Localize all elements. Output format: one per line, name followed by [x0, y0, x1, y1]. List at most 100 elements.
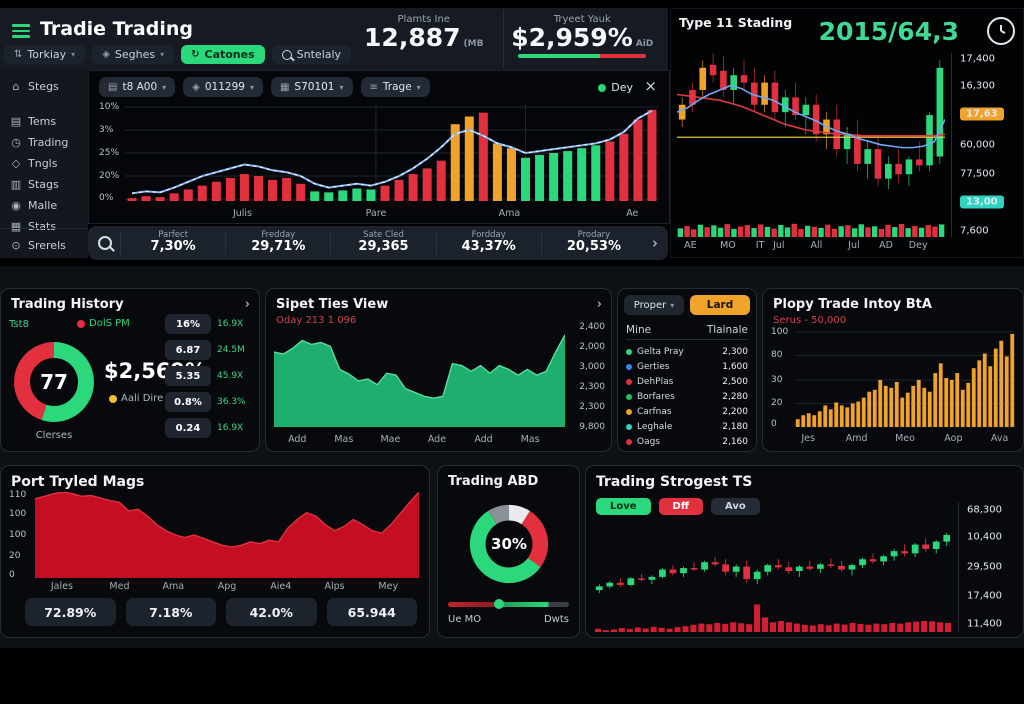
search-tab[interactable]: Sntelaly	[271, 45, 352, 64]
tab-label: Seghes	[114, 48, 156, 61]
chart-toolbar: ▤ t8 A00 ▾ ◈ 011299 ▾ ▦ S70101 ▾ ≡ Trage ▾	[99, 77, 430, 97]
symbol-dropdown[interactable]: ▤ t8 A00 ▾	[99, 77, 176, 97]
home-icon: ⌂	[12, 80, 20, 93]
table-row[interactable]: Carfnas 2,200	[626, 404, 748, 419]
table-row[interactable]: Gelta Pray 2,300	[626, 344, 748, 359]
abd-donut: 30%	[463, 498, 555, 590]
plopy-bar-chart[interactable]	[795, 329, 1015, 427]
avo-button[interactable]: Avo	[710, 498, 760, 515]
stat-pill: 65.944	[326, 598, 417, 626]
table-row[interactable]: Borfares 2,280	[626, 389, 748, 404]
main-chart-panel: ▤ t8 A00 ▾ ◈ 011299 ▾ ▦ S70101 ▾ ≡ Trage ▾ Dey ×…	[88, 70, 670, 224]
stat-fordday: Fordday 43,37%	[435, 230, 541, 256]
chevron-right-icon[interactable]: ›	[244, 297, 250, 312]
key-icon: ◈	[192, 81, 200, 93]
close-icon[interactable]: ×	[644, 77, 657, 95]
table-row[interactable]: Leghale 2,180	[626, 419, 748, 434]
stat-prodary: Prodary 20,53%	[540, 230, 646, 256]
sidebar-item-stags[interactable]: ▥ Stags	[10, 178, 59, 191]
history-row: 6.87 24.5M	[165, 340, 246, 360]
clock-icon[interactable]	[987, 17, 1015, 45]
search-icon[interactable]	[98, 236, 112, 250]
sidebar-item-tems[interactable]: ▤ Tems	[10, 115, 57, 128]
sidebar-item-stats[interactable]: ▦ Stats	[10, 220, 57, 233]
lard-button[interactable]: Lard	[690, 295, 750, 315]
stat-pill: 42.0%	[226, 598, 317, 626]
table-row[interactable]: Gerties 1,600	[626, 359, 748, 374]
history-row: 0.8% 36.3%	[165, 392, 246, 412]
table-controls: Proper ▾ Lard	[624, 295, 750, 315]
menu-icon[interactable]	[12, 24, 30, 41]
header-stats: Plamts Ine 12,887 (MB Tryeet Yauk $2,959%…	[345, 10, 661, 68]
abd-slider[interactable]	[448, 599, 569, 609]
stat-tryeet: Tryeet Yauk $2,959% AiD	[502, 10, 662, 68]
button-label: Catones	[204, 48, 255, 61]
user-icon: ◉	[11, 199, 21, 212]
port-area-chart[interactable]	[35, 492, 419, 578]
chevron-down-icon: ▾	[670, 300, 675, 310]
diamond-icon: ◇	[11, 157, 21, 170]
market-candles-chart[interactable]	[677, 53, 945, 221]
port-y-axis: 110 100 100 20 0	[9, 489, 27, 581]
folder-icon: ▦	[279, 81, 290, 93]
sipet-x-axis: Add Mas Mae Ade Add Mas	[288, 434, 540, 445]
app-title: Tradie Trading	[40, 18, 193, 40]
table-row[interactable]: Oags 2,160	[626, 434, 748, 449]
red-dot	[77, 319, 85, 328]
main-chart[interactable]	[125, 105, 659, 201]
panel-title: Trading ABD	[448, 474, 539, 489]
stat-plamts: Plamts Ine 12,887 (MB	[345, 10, 503, 68]
sidebar-item-trading[interactable]: ◷ Trading	[11, 136, 69, 149]
strogest-buttons: Love Dff Avo	[596, 498, 760, 515]
plopy-y-axis: 100 80 30 20 0	[771, 326, 789, 430]
search-icon	[281, 49, 292, 60]
stat-pill: 7.18%	[125, 598, 216, 626]
market-y-axis: 17,400 16,300 17,63 60,000 77,500 13,00 7,600	[951, 53, 1022, 237]
panel-title: Port Tryled Mags	[11, 474, 145, 490]
sidebar-item-stegs[interactable]: ⌂ Stegs	[0, 76, 88, 97]
chevron-down-icon: ▾	[416, 82, 421, 92]
plopy-x-axis: Jes Amd Meo Aop Ava	[801, 433, 1009, 444]
sidebar-item-srerels[interactable]: ⊙ Srerels	[11, 239, 66, 252]
trading-history-panel: Trading History › Tst8 DolS PM 77 Clerse…	[0, 288, 260, 452]
catones-button[interactable]: ↻ Catones	[181, 45, 265, 64]
timeframe-toggle[interactable]: Dey	[598, 81, 633, 94]
love-button[interactable]: Love	[596, 498, 651, 515]
panel-title: Trading Strogest TS	[596, 474, 753, 490]
dff-button[interactable]: Dff	[658, 498, 703, 515]
chevron-right-icon[interactable]: ›	[596, 297, 602, 312]
abd-panel: Trading ABD 30% Ue MO Dwts	[437, 465, 580, 638]
strogest-panel: Trading Strogest TS Love Dff Avo 68,300 1…	[585, 465, 1024, 638]
sipet-panel: Sipet Ties View › Oday 213 1 096 2,400 2,…	[265, 288, 612, 452]
layers-icon: ≡	[369, 81, 378, 93]
row-dot	[626, 348, 632, 355]
slider-knob[interactable]	[493, 599, 504, 609]
account-dropdown[interactable]: ◈ 011299 ▾	[183, 77, 263, 97]
panel-title: Plopy Trade Intoy BtA	[773, 297, 932, 312]
main-chart-y-axis: 10% 3% 25% 20% 0%	[99, 101, 120, 204]
chevron-right-icon[interactable]: ›	[652, 234, 659, 252]
tab-label: Sntelaly	[296, 48, 342, 61]
panel-title: Sipet Ties View	[276, 297, 389, 312]
proper-dropdown[interactable]: Proper ▾	[624, 295, 684, 315]
tab-seghes[interactable]: ◈ Seghes ▾	[92, 45, 175, 64]
table-row[interactable]: DehPlas 2,500	[626, 374, 748, 389]
folder-dropdown[interactable]: ▦ S70101 ▾	[270, 77, 353, 97]
chevron-down-icon: ▾	[162, 82, 167, 92]
tab-torkiay[interactable]: ⇅ Torkiay ▾	[4, 45, 86, 64]
trage-dropdown[interactable]: ≡ Trage ▾	[360, 77, 430, 97]
sidebar-item-malle[interactable]: ◉ Malle	[11, 199, 58, 212]
panel-subtitle: Oday 213 1 096	[276, 315, 357, 326]
market-x-axis: AE MO IT Jul All Jul AD Dey	[684, 240, 928, 251]
history-row: 5.35 45.9X	[165, 366, 246, 386]
sipet-y-axis: 2,400 2,000 3,000 2,300 2,300 9,800	[579, 322, 605, 432]
sidebar-item-tngls[interactable]: ◇ Tngls	[11, 157, 58, 170]
history-tag: Tst8	[9, 319, 29, 330]
refresh-icon: ↻	[191, 49, 200, 60]
row-dot	[626, 363, 632, 370]
row-dot	[626, 408, 632, 415]
sidebar-footer: ⊙ Srerels	[0, 228, 88, 256]
strogest-candles-chart[interactable]	[594, 524, 952, 632]
sipet-area-chart[interactable]	[274, 331, 565, 427]
